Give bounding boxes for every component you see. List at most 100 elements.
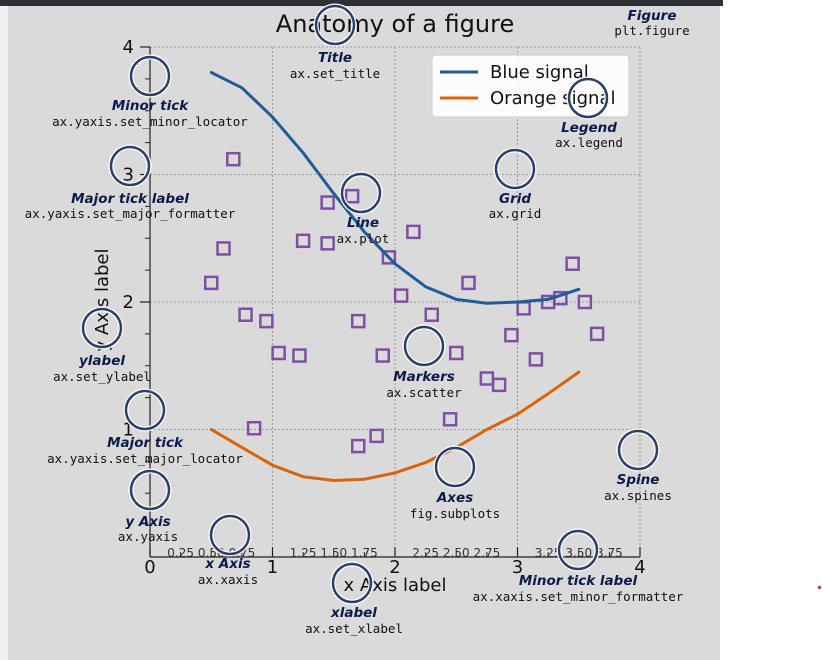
scatter-marker	[442, 412, 458, 427]
annotation-ring	[124, 389, 166, 431]
annotation-ring	[331, 562, 373, 604]
scatter-marker	[406, 224, 421, 240]
x-minor-tick-label: 2.50	[443, 546, 470, 560]
annotation-ring	[314, 4, 356, 46]
scatter-marker	[204, 275, 219, 291]
x-minor-tick-label: 3.50	[565, 546, 592, 560]
scatter-marker	[351, 438, 366, 454]
annotation-ring	[434, 446, 476, 488]
annotation-title: Grid	[499, 191, 531, 207]
scatter-marker	[320, 236, 335, 251]
x-major-tick-label: 3	[512, 557, 523, 578]
annotation-code: ax.yaxis.set_major_formatter	[25, 206, 236, 221]
annotation-code: ax.yaxis.set_major_locator	[47, 451, 243, 466]
annotation-title: Axes	[436, 490, 473, 506]
scatter-marker	[461, 275, 476, 291]
x-major-tick-label: 4	[634, 557, 645, 578]
annotation-title: Spine	[617, 472, 660, 488]
annotation-code: ax.set_ylabel	[53, 369, 151, 384]
annotation-code: ax.plot	[337, 231, 390, 246]
scatter-marker	[491, 377, 507, 393]
annotation-ring	[494, 148, 536, 190]
x-minor-tick-label: 3.25	[535, 546, 562, 560]
annotation-ring	[567, 77, 609, 119]
annotation-title: Figure	[628, 8, 677, 24]
annotation-ring	[557, 529, 599, 571]
annotation-code: ax.spines	[604, 488, 672, 503]
window-top-bar	[0, 0, 723, 6]
scatter-marker	[320, 195, 335, 210]
scatter-marker	[565, 256, 580, 271]
scatter-marker	[226, 151, 241, 167]
signal-lines	[209, 71, 581, 482]
y-major-tick-label: 3	[123, 165, 134, 186]
scatter-marker	[381, 250, 397, 265]
scatter-marker	[369, 428, 384, 444]
annotation-code: ax.legend	[555, 135, 623, 150]
scatter-marker	[393, 288, 409, 303]
scatter-marker	[449, 345, 464, 361]
annotation-title: Title	[318, 50, 352, 66]
x-minor-tick-label: 1.25	[290, 546, 317, 560]
annotation-title: Minor tick label	[519, 573, 638, 589]
annotation-title: Minor tick	[112, 98, 189, 114]
annotation-code: ax.xaxis	[198, 572, 258, 587]
y-axis-label: y Axis label	[92, 249, 113, 352]
scatter-marker	[504, 327, 519, 343]
annotation-code: ax.scatter	[386, 385, 462, 400]
annotation-code: ax.set_xlabel	[305, 621, 403, 636]
ticks: 0 1 2 3 40.25 0.50 0.75 1.25 1.50 1.75 2.25 2.50 2.7…	[123, 37, 646, 578]
scatter-markers	[204, 151, 605, 454]
annotation-title: ylabel	[79, 353, 125, 369]
scatter-marker	[589, 326, 605, 342]
annotation-code: ax.yaxis.set_minor_locator	[52, 114, 248, 129]
y-major-tick-label: 4	[123, 37, 134, 58]
annotation-title: y Axis	[125, 514, 170, 530]
cursor-dot	[818, 586, 821, 589]
legend-label-orange: Orange signal	[490, 88, 615, 109]
annotation-ring	[617, 429, 659, 471]
x-minor-tick-label: 2.75	[474, 546, 501, 560]
x-major-tick-label: 1	[267, 557, 278, 578]
orange-signal-line	[209, 370, 581, 482]
scatter-marker	[216, 241, 231, 256]
annotation-ring	[403, 325, 445, 367]
legend-box	[431, 54, 630, 118]
scatter-marker	[375, 348, 390, 363]
scatter-marker	[246, 420, 262, 436]
x-minor-tick-label: 2.25	[412, 546, 439, 560]
x-minor-tick-label: 1.50	[320, 546, 347, 560]
annotation-title: Markers	[393, 369, 455, 385]
annotation-title: Legend	[561, 120, 617, 136]
annotations: Figureplt.figureTitleax.set_titleLegenda…	[25, 3, 690, 636]
annotation-code: ax.grid	[489, 206, 542, 221]
scatter-marker	[259, 313, 274, 329]
annotation-code: fig.subplots	[410, 506, 500, 521]
y-major-tick-label: 1	[123, 420, 134, 441]
scatter-marker	[344, 188, 360, 204]
annotation-title: xlabel	[330, 605, 377, 621]
annotation-ring	[109, 145, 151, 187]
legend-label-blue: Blue signal	[490, 62, 589, 83]
annotation-ring	[340, 172, 382, 214]
scatter-marker	[351, 313, 366, 329]
annotation-title: Major tick label	[71, 191, 189, 207]
annotation-title: x Axis	[204, 556, 250, 572]
annotation-ring	[209, 514, 251, 556]
annotation-code: ax.yaxis	[118, 529, 178, 544]
scatter-marker	[295, 233, 311, 249]
y-major-tick-label: 2	[123, 292, 134, 313]
annotation-code: ax.xaxis.set_minor_formatter	[473, 589, 684, 604]
annotation-ring	[129, 469, 171, 511]
x-major-tick-label: 2	[389, 557, 400, 578]
x-axis-label: x Axis label	[344, 575, 447, 596]
annotation-title: Line	[347, 215, 379, 231]
annotation-ring	[81, 307, 123, 349]
scatter-marker	[238, 307, 253, 322]
annotation-code: ax.set_title	[290, 66, 380, 81]
x-minor-tick-label: 0.25	[167, 546, 194, 560]
scatter-marker	[528, 352, 544, 367]
annotation-ring	[129, 55, 171, 97]
scatter-marker	[292, 348, 307, 363]
